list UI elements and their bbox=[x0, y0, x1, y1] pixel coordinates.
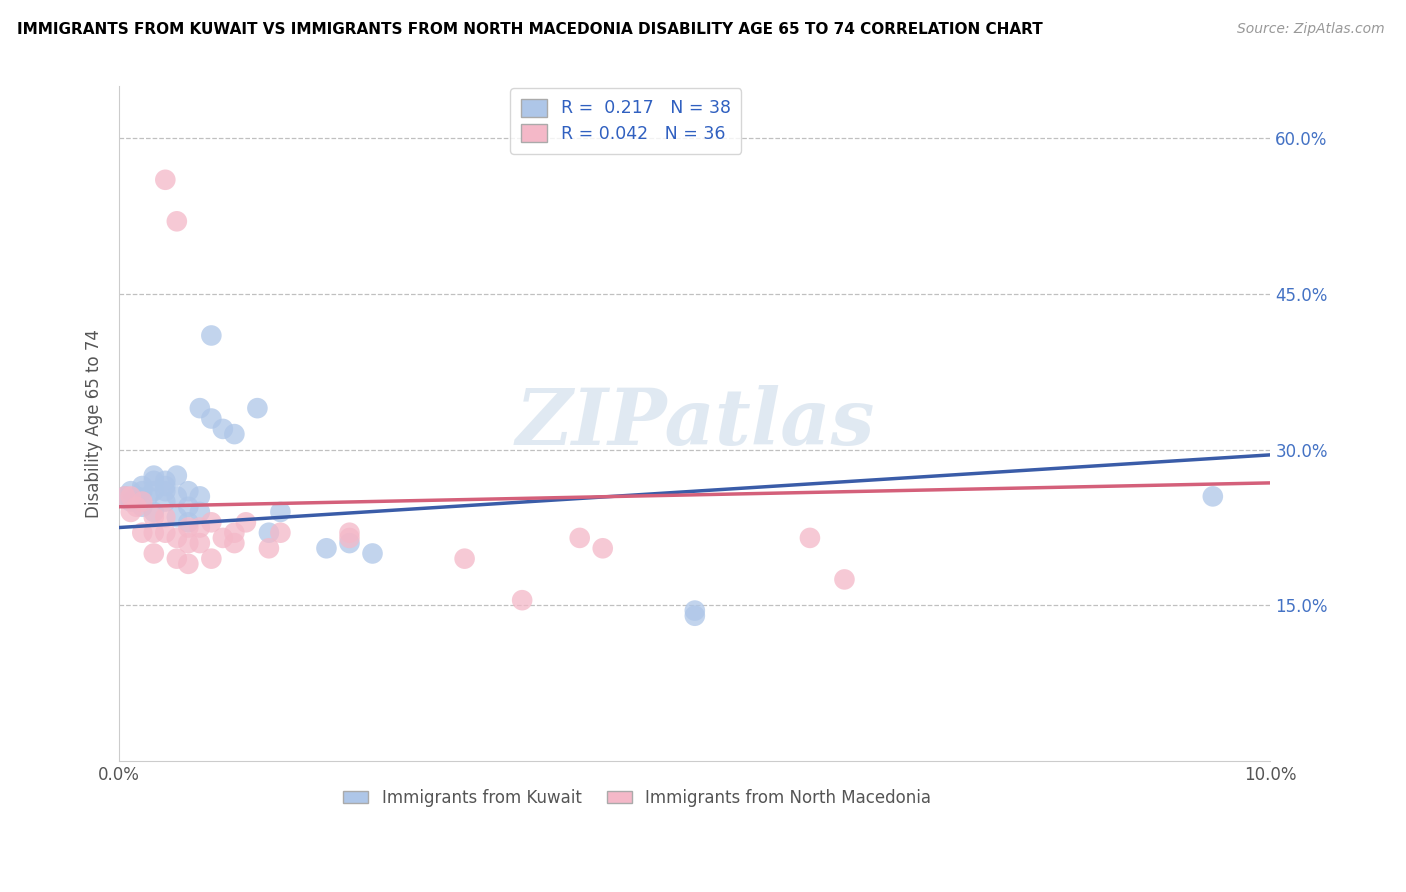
Point bbox=[142, 484, 165, 499]
Point bbox=[224, 525, 246, 540]
Point bbox=[142, 468, 165, 483]
Point bbox=[212, 531, 235, 545]
Point bbox=[188, 401, 211, 416]
Point bbox=[166, 468, 188, 483]
Point bbox=[177, 484, 200, 499]
Point bbox=[155, 525, 177, 540]
Point bbox=[155, 494, 177, 508]
Point bbox=[142, 510, 165, 524]
Point bbox=[131, 500, 153, 514]
Point bbox=[142, 546, 165, 560]
Point bbox=[120, 489, 142, 503]
Point bbox=[200, 551, 222, 566]
Point bbox=[339, 531, 361, 545]
Point bbox=[257, 525, 280, 540]
Point bbox=[131, 484, 153, 499]
Point bbox=[177, 536, 200, 550]
Point bbox=[136, 489, 159, 503]
Point bbox=[155, 173, 177, 187]
Point bbox=[131, 525, 153, 540]
Point bbox=[155, 479, 177, 493]
Point bbox=[120, 484, 142, 499]
Point bbox=[200, 328, 222, 343]
Point bbox=[224, 427, 246, 442]
Point bbox=[361, 546, 384, 560]
Point bbox=[799, 531, 821, 545]
Point bbox=[834, 573, 856, 587]
Point bbox=[142, 505, 165, 519]
Text: Source: ZipAtlas.com: Source: ZipAtlas.com bbox=[1237, 22, 1385, 37]
Point bbox=[453, 551, 475, 566]
Point bbox=[120, 494, 142, 508]
Point bbox=[177, 516, 200, 530]
Point bbox=[166, 531, 188, 545]
Point bbox=[235, 516, 257, 530]
Point bbox=[592, 541, 614, 556]
Point bbox=[125, 489, 148, 503]
Text: ZIPatlas: ZIPatlas bbox=[515, 385, 875, 462]
Point bbox=[131, 479, 153, 493]
Point bbox=[155, 484, 177, 499]
Point bbox=[177, 520, 200, 534]
Point bbox=[155, 510, 177, 524]
Point bbox=[683, 608, 706, 623]
Point bbox=[188, 536, 211, 550]
Point bbox=[114, 489, 136, 503]
Point bbox=[269, 505, 291, 519]
Point bbox=[166, 551, 188, 566]
Point bbox=[339, 536, 361, 550]
Point bbox=[177, 500, 200, 514]
Point bbox=[142, 525, 165, 540]
Point bbox=[125, 500, 148, 514]
Point bbox=[212, 422, 235, 436]
Point bbox=[120, 505, 142, 519]
Y-axis label: Disability Age 65 to 74: Disability Age 65 to 74 bbox=[86, 329, 103, 518]
Point bbox=[510, 593, 533, 607]
Point bbox=[683, 603, 706, 617]
Point bbox=[200, 516, 222, 530]
Point bbox=[142, 474, 165, 488]
Point bbox=[131, 494, 153, 508]
Legend: Immigrants from Kuwait, Immigrants from North Macedonia: Immigrants from Kuwait, Immigrants from … bbox=[337, 782, 938, 814]
Point bbox=[166, 510, 188, 524]
Point bbox=[155, 474, 177, 488]
Point bbox=[188, 520, 211, 534]
Point bbox=[200, 411, 222, 425]
Point bbox=[114, 489, 136, 503]
Point bbox=[188, 489, 211, 503]
Point bbox=[339, 525, 361, 540]
Point bbox=[1202, 489, 1225, 503]
Point bbox=[257, 541, 280, 556]
Point bbox=[188, 505, 211, 519]
Point bbox=[166, 489, 188, 503]
Point bbox=[166, 214, 188, 228]
Point bbox=[568, 531, 591, 545]
Point bbox=[315, 541, 337, 556]
Text: IMMIGRANTS FROM KUWAIT VS IMMIGRANTS FROM NORTH MACEDONIA DISABILITY AGE 65 TO 7: IMMIGRANTS FROM KUWAIT VS IMMIGRANTS FRO… bbox=[17, 22, 1043, 37]
Point bbox=[177, 557, 200, 571]
Point bbox=[224, 536, 246, 550]
Point bbox=[269, 525, 291, 540]
Point bbox=[246, 401, 269, 416]
